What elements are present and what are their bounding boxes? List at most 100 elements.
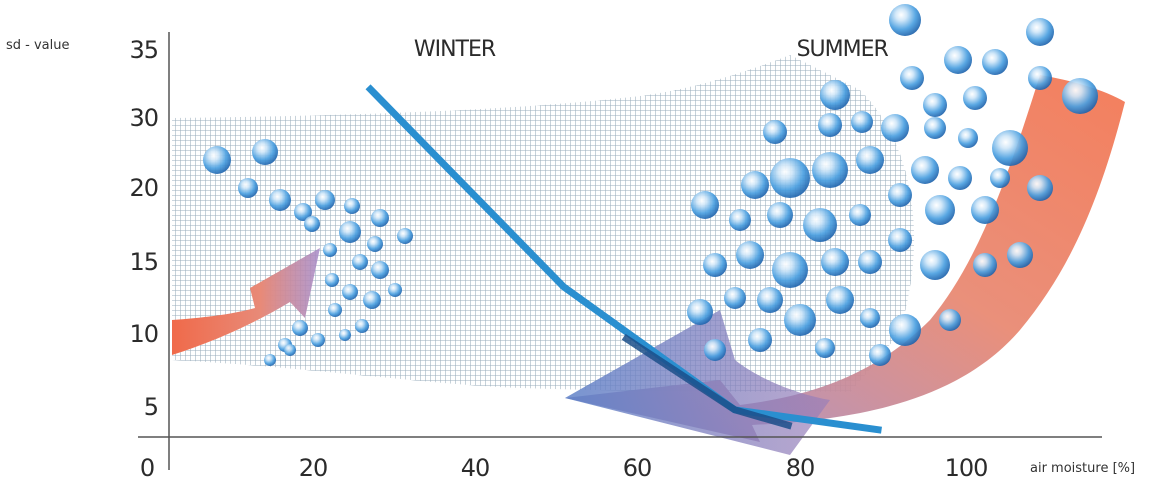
water-drop — [264, 354, 276, 366]
y-axis-title: sd - value — [6, 38, 70, 53]
water-drop — [284, 344, 296, 356]
summer-label: SUMMER — [797, 37, 889, 62]
water-drop — [328, 303, 342, 317]
water-drop — [269, 189, 291, 211]
water-drop — [900, 66, 924, 90]
water-drop — [687, 299, 713, 325]
winter-arrow — [172, 248, 320, 355]
x-tick-label: 100 — [945, 454, 988, 479]
y-tick-label: 10 — [129, 320, 158, 348]
water-drop — [982, 49, 1008, 75]
water-drop — [741, 171, 769, 199]
water-drop — [691, 191, 719, 219]
water-drop — [944, 46, 972, 74]
water-drop — [238, 178, 258, 198]
water-drop — [821, 248, 849, 276]
y-axis-ticks: 5 10 15 20 30 35 — [129, 36, 159, 421]
x-axis-ticks: 0 20 40 60 80 100 — [140, 454, 989, 479]
y-tick-label: 20 — [129, 174, 158, 202]
water-drop — [869, 344, 891, 366]
water-drop — [371, 209, 389, 227]
water-drop — [323, 243, 337, 257]
x-tick-label: 20 — [299, 454, 328, 479]
water-drop — [851, 111, 873, 133]
water-drop — [812, 152, 848, 188]
water-drop — [325, 273, 339, 287]
water-drop — [948, 166, 972, 190]
x-tick-label: 40 — [461, 454, 490, 479]
water-drop — [888, 228, 912, 252]
water-drop — [763, 120, 787, 144]
x-tick-label: 80 — [786, 454, 815, 479]
water-drop — [352, 254, 368, 270]
water-drop — [963, 86, 987, 110]
water-drop — [724, 287, 746, 309]
water-drop — [1026, 18, 1054, 46]
water-drop — [860, 308, 880, 328]
water-drop — [881, 114, 909, 142]
water-drop — [1007, 242, 1033, 268]
water-drop — [803, 208, 837, 242]
water-drop — [294, 203, 312, 221]
water-drop — [304, 216, 320, 232]
water-drop — [729, 209, 751, 231]
water-drop — [858, 250, 882, 274]
mesh-membrane — [172, 55, 915, 392]
water-drop — [767, 202, 793, 228]
water-drop — [371, 261, 389, 279]
water-drop — [748, 328, 772, 352]
water-drop — [292, 320, 308, 336]
water-drop — [939, 309, 961, 331]
y-tick-label: 30 — [129, 104, 158, 132]
water-drop — [339, 221, 361, 243]
y-tick-label: 5 — [144, 393, 158, 421]
water-drop — [888, 183, 912, 207]
water-drop — [736, 241, 764, 269]
water-drop — [704, 339, 726, 361]
water-drop — [990, 168, 1010, 188]
water-drop — [818, 113, 842, 137]
water-drop — [973, 253, 997, 277]
water-drop — [757, 287, 783, 313]
water-drop — [1062, 78, 1098, 114]
water-drop — [1027, 175, 1053, 201]
water-drop — [703, 253, 727, 277]
water-drop — [992, 130, 1028, 166]
water-drop — [252, 139, 278, 165]
x-tick-label: 60 — [623, 454, 652, 479]
water-drop — [820, 80, 850, 110]
x-tick-label: 0 — [140, 454, 154, 479]
water-drop — [315, 190, 335, 210]
water-drop — [849, 204, 871, 226]
sd-value-series-line-overlap — [621, 333, 793, 430]
water-drop — [388, 283, 402, 297]
water-drop — [355, 319, 369, 333]
water-drop — [923, 93, 947, 117]
water-drop — [826, 286, 854, 314]
water-drop — [1028, 66, 1052, 90]
water-drop — [784, 304, 816, 336]
water-drop — [920, 250, 950, 280]
water-droplets — [203, 4, 1098, 366]
summer-curve-arrow — [565, 75, 1125, 442]
sd-value-series-line — [365, 84, 882, 434]
water-drop — [339, 329, 351, 341]
water-drop — [911, 156, 939, 184]
y-tick-label: 35 — [129, 36, 158, 64]
water-drop — [397, 228, 413, 244]
water-drop — [344, 198, 360, 214]
water-drop — [958, 128, 978, 148]
water-drop — [363, 291, 381, 309]
y-tick-label: 15 — [129, 248, 158, 276]
water-drop — [815, 338, 835, 358]
x-axis-title: air moisture [%] — [1030, 461, 1135, 476]
water-drop — [856, 146, 884, 174]
water-drop — [772, 252, 808, 288]
water-drop — [889, 314, 921, 346]
season-annotations: WINTER SUMMER — [414, 37, 890, 62]
water-drop — [203, 146, 231, 174]
winter-label: WINTER — [414, 37, 496, 62]
water-drop — [971, 196, 999, 224]
